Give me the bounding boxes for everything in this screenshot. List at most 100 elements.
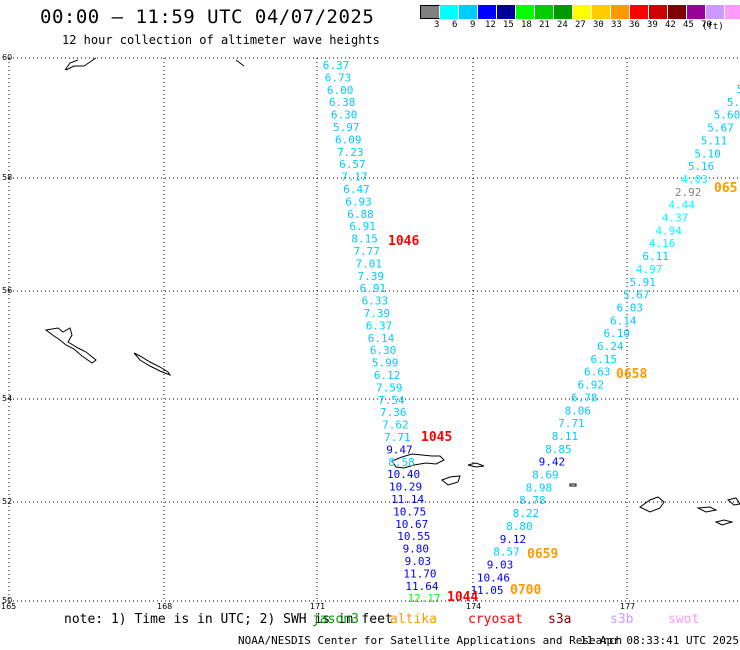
wave-height-value: 8.11 bbox=[552, 430, 579, 443]
wave-height-value: 6.03 bbox=[616, 301, 643, 314]
wave-height-value: 5. bbox=[727, 96, 740, 109]
satellite-legend-item: s3b bbox=[610, 612, 634, 627]
wave-height-value: 7.54 bbox=[378, 394, 405, 407]
wave-height-value: 5.67 bbox=[707, 122, 734, 135]
legend-swatch bbox=[516, 5, 535, 19]
wave-height-value: 8.98 bbox=[526, 481, 553, 494]
legend-tick-label: 70 bbox=[701, 20, 712, 30]
wave-height-value: 7.36 bbox=[380, 406, 407, 419]
legend-swatch bbox=[611, 5, 630, 19]
wave-height-value: 6.38 bbox=[329, 96, 356, 109]
latitude-label: 52 bbox=[2, 497, 12, 506]
wave-height-value: 5.91 bbox=[629, 276, 656, 289]
wave-height-value: 7.01 bbox=[355, 257, 382, 270]
wave-height-value: 7.77 bbox=[353, 245, 380, 258]
wave-height-value: 6.14 bbox=[368, 332, 395, 345]
wave-height-value: 8.85 bbox=[545, 443, 572, 456]
latitude-label: 60 bbox=[2, 53, 12, 62]
wave-height-value: 6.15 bbox=[591, 353, 618, 366]
wave-height-value: 6.73 bbox=[325, 71, 352, 84]
legend-swatch bbox=[497, 5, 516, 19]
wave-height-value: 7.71 bbox=[384, 431, 411, 444]
wave-height-value: 10.55 bbox=[397, 530, 430, 543]
legend-swatch bbox=[554, 5, 573, 19]
wave-height-value: 5.97 bbox=[333, 121, 360, 134]
pass-time-label: 1045 bbox=[421, 430, 452, 445]
wave-height-value: 6.47 bbox=[343, 183, 370, 196]
wave-height-value: 5.10 bbox=[694, 147, 721, 160]
legend-ticks: 3 6 9 12 15 18 21 24 27 30 33 36 39 42 45 70 bbox=[420, 19, 740, 33]
island-pribilof-1 bbox=[391, 453, 445, 469]
wave-height-value: 8.80 bbox=[506, 520, 533, 533]
legend-tick-label: 27 bbox=[575, 20, 586, 30]
wave-height-value: 9.80 bbox=[403, 543, 430, 556]
wave-height-value: 5.16 bbox=[688, 160, 715, 173]
wave-height-value: 11.05 bbox=[470, 584, 503, 597]
legend-tick-label: 30 bbox=[593, 20, 604, 30]
latitude-label: 54 bbox=[2, 394, 12, 403]
longitude-label: 165 bbox=[1, 602, 16, 611]
legend-swatch bbox=[440, 5, 459, 19]
wave-height-value: 7.39 bbox=[358, 270, 385, 283]
wave-height-value: 10.75 bbox=[393, 505, 426, 518]
island-aleutian-3 bbox=[714, 519, 734, 526]
wave-height-value: 2.92 bbox=[675, 186, 702, 199]
legend-tick-label: 9 bbox=[470, 20, 476, 30]
legend-tick-label: 21 bbox=[539, 20, 550, 30]
footnote: note: 1) Time is in UTC; 2) SWH is in fe… bbox=[64, 612, 393, 627]
legend-tick-label: 12 bbox=[485, 20, 496, 30]
legend-swatch bbox=[649, 5, 668, 19]
wave-height-value: 6.30 bbox=[331, 109, 358, 122]
legend-tick-label: 24 bbox=[557, 20, 568, 30]
legend-swatch bbox=[630, 5, 649, 19]
island-small-1 bbox=[441, 475, 461, 486]
island-nunivak bbox=[133, 352, 172, 377]
wave-height-value: 6.57 bbox=[339, 158, 366, 171]
wave-height-value: 6.09 bbox=[335, 133, 362, 146]
pass-time-label: 1046 bbox=[388, 234, 419, 249]
coastline-north bbox=[64, 57, 245, 71]
pass-time-label: 065 bbox=[714, 181, 737, 196]
pass-time-label: 0659 bbox=[527, 547, 558, 562]
wave-height-value: 6.37 bbox=[323, 59, 350, 72]
longitude-label: 174 bbox=[466, 602, 481, 611]
legend-unit: (ft) bbox=[702, 22, 724, 32]
wave-height-value: 7.39 bbox=[364, 307, 391, 320]
wave-height-value: 6.10 bbox=[603, 327, 630, 340]
wave-height-value: 8.69 bbox=[532, 469, 559, 482]
legend-swatch bbox=[706, 5, 725, 19]
wave-height-value: 10.46 bbox=[477, 571, 510, 584]
map-subtitle: 12 hour collection of altimeter wave hei… bbox=[62, 33, 380, 47]
wave-height-value: 10.29 bbox=[389, 481, 422, 494]
wave-height-value: 4.44 bbox=[668, 199, 695, 212]
legend-swatch bbox=[725, 5, 740, 19]
island-st-matthew bbox=[44, 327, 97, 364]
wave-height-value: 6.78 bbox=[571, 391, 598, 404]
wave-height-value: 9.42 bbox=[539, 456, 566, 469]
wave-height-value: 11.14 bbox=[391, 493, 424, 506]
longitude-label: 171 bbox=[310, 602, 325, 611]
wave-height-value: 6.92 bbox=[578, 379, 605, 392]
satellite-legend-item: swot bbox=[668, 612, 700, 627]
legend-tick-label: 15 bbox=[503, 20, 514, 30]
wave-height-value: 8.78 bbox=[519, 494, 546, 507]
island-aleutian-2 bbox=[696, 506, 718, 513]
legend-swatch bbox=[478, 5, 497, 19]
wave-height-value: 8.57 bbox=[493, 546, 520, 559]
coastlines bbox=[44, 57, 740, 526]
wave-height-value: 4.03 bbox=[681, 173, 708, 186]
wave-height-value: 6.11 bbox=[642, 250, 669, 263]
map-frame bbox=[9, 58, 740, 601]
legend-swatch bbox=[459, 5, 478, 19]
legend-tick-label: 3 bbox=[434, 20, 440, 30]
legend-tick-label: 33 bbox=[611, 20, 622, 30]
satellite-legend-item: s3a bbox=[548, 612, 572, 627]
satellite-legend-item: altika bbox=[390, 612, 437, 627]
longitude-label: 168 bbox=[157, 602, 172, 611]
wave-height-value: 6.91 bbox=[349, 220, 376, 233]
generation-timestamp: 11 Apr 08:33:41 UTC 2025 bbox=[580, 634, 739, 647]
island-aleutian-1 bbox=[639, 496, 665, 513]
wave-height-value: 12.17 bbox=[407, 592, 440, 605]
legend-swatch bbox=[592, 5, 611, 19]
legend-tick-label: 42 bbox=[665, 20, 676, 30]
